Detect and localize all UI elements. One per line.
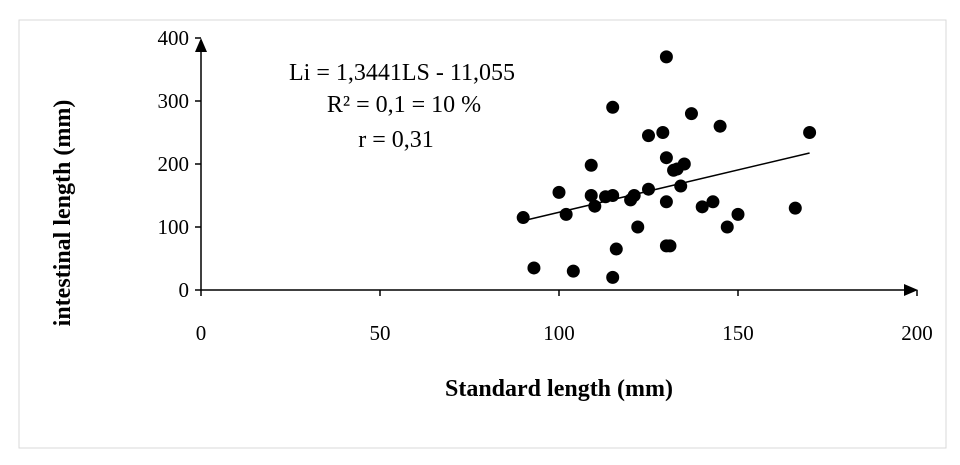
r-squared-annotation: R² = 0,1 = 10 % — [327, 92, 481, 118]
data-point — [606, 100, 620, 114]
trendline — [523, 152, 810, 222]
correlation-annotation: r = 0,31 — [358, 127, 434, 153]
y-tick-label: 400 — [158, 26, 190, 50]
data-point — [642, 182, 655, 196]
x-axis — [201, 284, 918, 296]
x-tick-label: 100 — [543, 321, 575, 345]
data-point — [588, 199, 602, 213]
data-point — [656, 126, 670, 139]
data-point — [527, 261, 541, 275]
data-point — [674, 179, 688, 193]
y-tick-label: 0 — [179, 278, 190, 302]
data-point — [788, 201, 802, 215]
data-point — [659, 50, 673, 64]
data-point — [627, 189, 641, 202]
data-point — [706, 195, 720, 209]
data-points — [516, 50, 817, 284]
y-axis-label: intestinal length (mm) — [50, 100, 76, 327]
data-point — [720, 220, 734, 234]
y-tick-label: 200 — [158, 152, 190, 176]
data-point — [695, 200, 709, 214]
data-point — [584, 189, 598, 202]
data-point — [559, 207, 573, 221]
data-point — [566, 264, 580, 278]
data-point — [659, 151, 673, 165]
x-tick-label: 150 — [722, 321, 754, 345]
x-axis-label: Standard length (mm) — [445, 376, 673, 402]
y-tick-label: 300 — [158, 89, 190, 113]
data-point — [659, 195, 673, 209]
data-point — [606, 189, 620, 202]
y-axis — [195, 38, 207, 290]
x-tick-label: 0 — [196, 321, 207, 345]
data-point — [516, 211, 530, 225]
x-tick-labels: 0 50 100 150 200 — [196, 290, 933, 345]
data-point — [677, 157, 691, 171]
data-point — [584, 158, 598, 172]
data-point — [642, 129, 655, 143]
y-tick-labels: 0 100 200 300 400 — [158, 26, 201, 302]
data-point — [803, 126, 817, 139]
data-point — [684, 107, 698, 121]
data-point — [552, 185, 566, 199]
y-axis-arrow — [195, 38, 207, 52]
data-point — [731, 207, 745, 221]
equation-annotation: Li = 1,3441LS - 11,055 — [289, 60, 515, 86]
data-point — [609, 242, 623, 256]
x-tick-label: 50 — [370, 321, 391, 345]
data-point — [713, 119, 727, 133]
x-tick-label: 200 — [901, 321, 933, 345]
data-point — [663, 239, 677, 253]
data-point — [606, 270, 620, 284]
x-axis-arrow — [904, 284, 918, 296]
chart-border — [18, 19, 947, 449]
y-tick-label: 100 — [158, 215, 190, 239]
data-point — [631, 220, 645, 234]
